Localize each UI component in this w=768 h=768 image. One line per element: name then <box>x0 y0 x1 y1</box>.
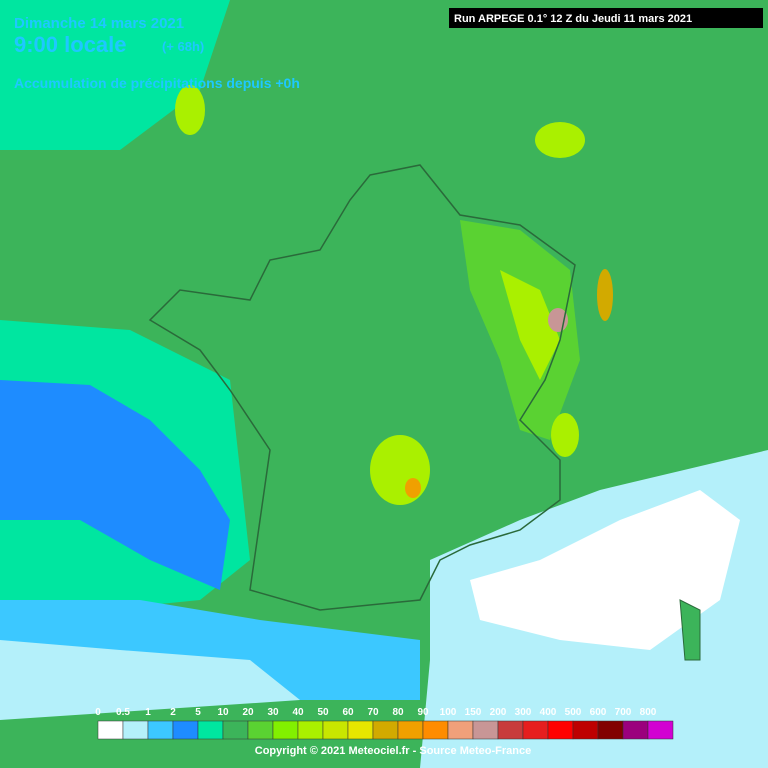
legend: 0 0.5 1 2 5 10 20 30 40 50 60 70 80 90 100 150 200 300 400… <box>95 707 674 740</box>
copyright: Copyright © 2021 Meteociel.fr - Source M… <box>255 745 531 757</box>
legend-swatch <box>372 720 399 740</box>
legend-swatch <box>622 720 649 740</box>
precip-area <box>0 380 230 590</box>
time: 9:00 locale <box>14 32 127 57</box>
legend-label: 600 <box>590 707 607 718</box>
legend-label: 20 <box>242 707 254 718</box>
legend-label: 700 <box>615 707 632 718</box>
legend-label: 5 <box>195 707 201 718</box>
legend-label: 500 <box>565 707 582 718</box>
legend-label: 2 <box>170 707 176 718</box>
legend-swatch <box>497 720 524 740</box>
legend-label: 10 <box>217 707 229 718</box>
country-border <box>148 164 576 611</box>
legend-swatch <box>247 720 274 740</box>
date: Dimanche 14 mars 2021 <box>14 15 184 32</box>
legend-swatch <box>397 720 424 740</box>
legend-swatch <box>222 720 249 740</box>
legend-label: 40 <box>292 707 304 718</box>
legend-label: 0 <box>95 707 101 718</box>
legend-swatch <box>197 720 224 740</box>
legend-label: 80 <box>392 707 404 718</box>
precip-area <box>0 0 230 150</box>
offset: (+ 68h) <box>162 39 204 54</box>
legend-swatch <box>297 720 324 740</box>
legend-label: 1 <box>145 707 151 718</box>
legend-label: 200 <box>490 707 507 718</box>
legend-swatch <box>147 720 174 740</box>
legend-label: 50 <box>317 707 329 718</box>
precip-area <box>370 435 430 505</box>
legend-label: 0.5 <box>116 707 130 718</box>
legend-label: 90 <box>417 707 429 718</box>
legend-swatch <box>422 720 449 740</box>
run-info: Run ARPEGE 0.1° 12 Z du Jeudi 11 mars 20… <box>454 13 692 25</box>
legend-label: 400 <box>540 707 557 718</box>
precip-area <box>0 640 300 720</box>
legend-label: 30 <box>267 707 279 718</box>
subtitle: Accumulation de précipitations depuis +0… <box>14 75 300 91</box>
legend-label: 800 <box>640 707 657 718</box>
legend-label: 150 <box>465 707 482 718</box>
legend-swatch <box>122 720 149 740</box>
run-box <box>449 8 763 28</box>
legend-swatch <box>597 720 624 740</box>
legend-swatch <box>97 720 124 740</box>
legend-swatch <box>447 720 474 740</box>
legend-label: 70 <box>367 707 379 718</box>
legend-label: 100 <box>440 707 457 718</box>
legend-label: 300 <box>515 707 532 718</box>
precip-area <box>405 478 421 498</box>
legend-swatch <box>647 720 674 740</box>
corsica <box>679 599 701 661</box>
legend-swatch <box>472 720 499 740</box>
legend-swatch <box>572 720 599 740</box>
precip-area <box>551 413 579 457</box>
precip-area <box>535 122 585 158</box>
precip-area <box>175 85 205 135</box>
legend-label: 60 <box>342 707 354 718</box>
legend-swatch <box>272 720 299 740</box>
legend-swatch <box>522 720 549 740</box>
precip-area <box>597 269 613 321</box>
precip-area <box>470 490 740 650</box>
precip-area <box>500 270 560 380</box>
legend-swatch <box>172 720 199 740</box>
legend-swatch <box>322 720 349 740</box>
legend-swatch <box>547 720 574 740</box>
legend-swatch <box>347 720 374 740</box>
